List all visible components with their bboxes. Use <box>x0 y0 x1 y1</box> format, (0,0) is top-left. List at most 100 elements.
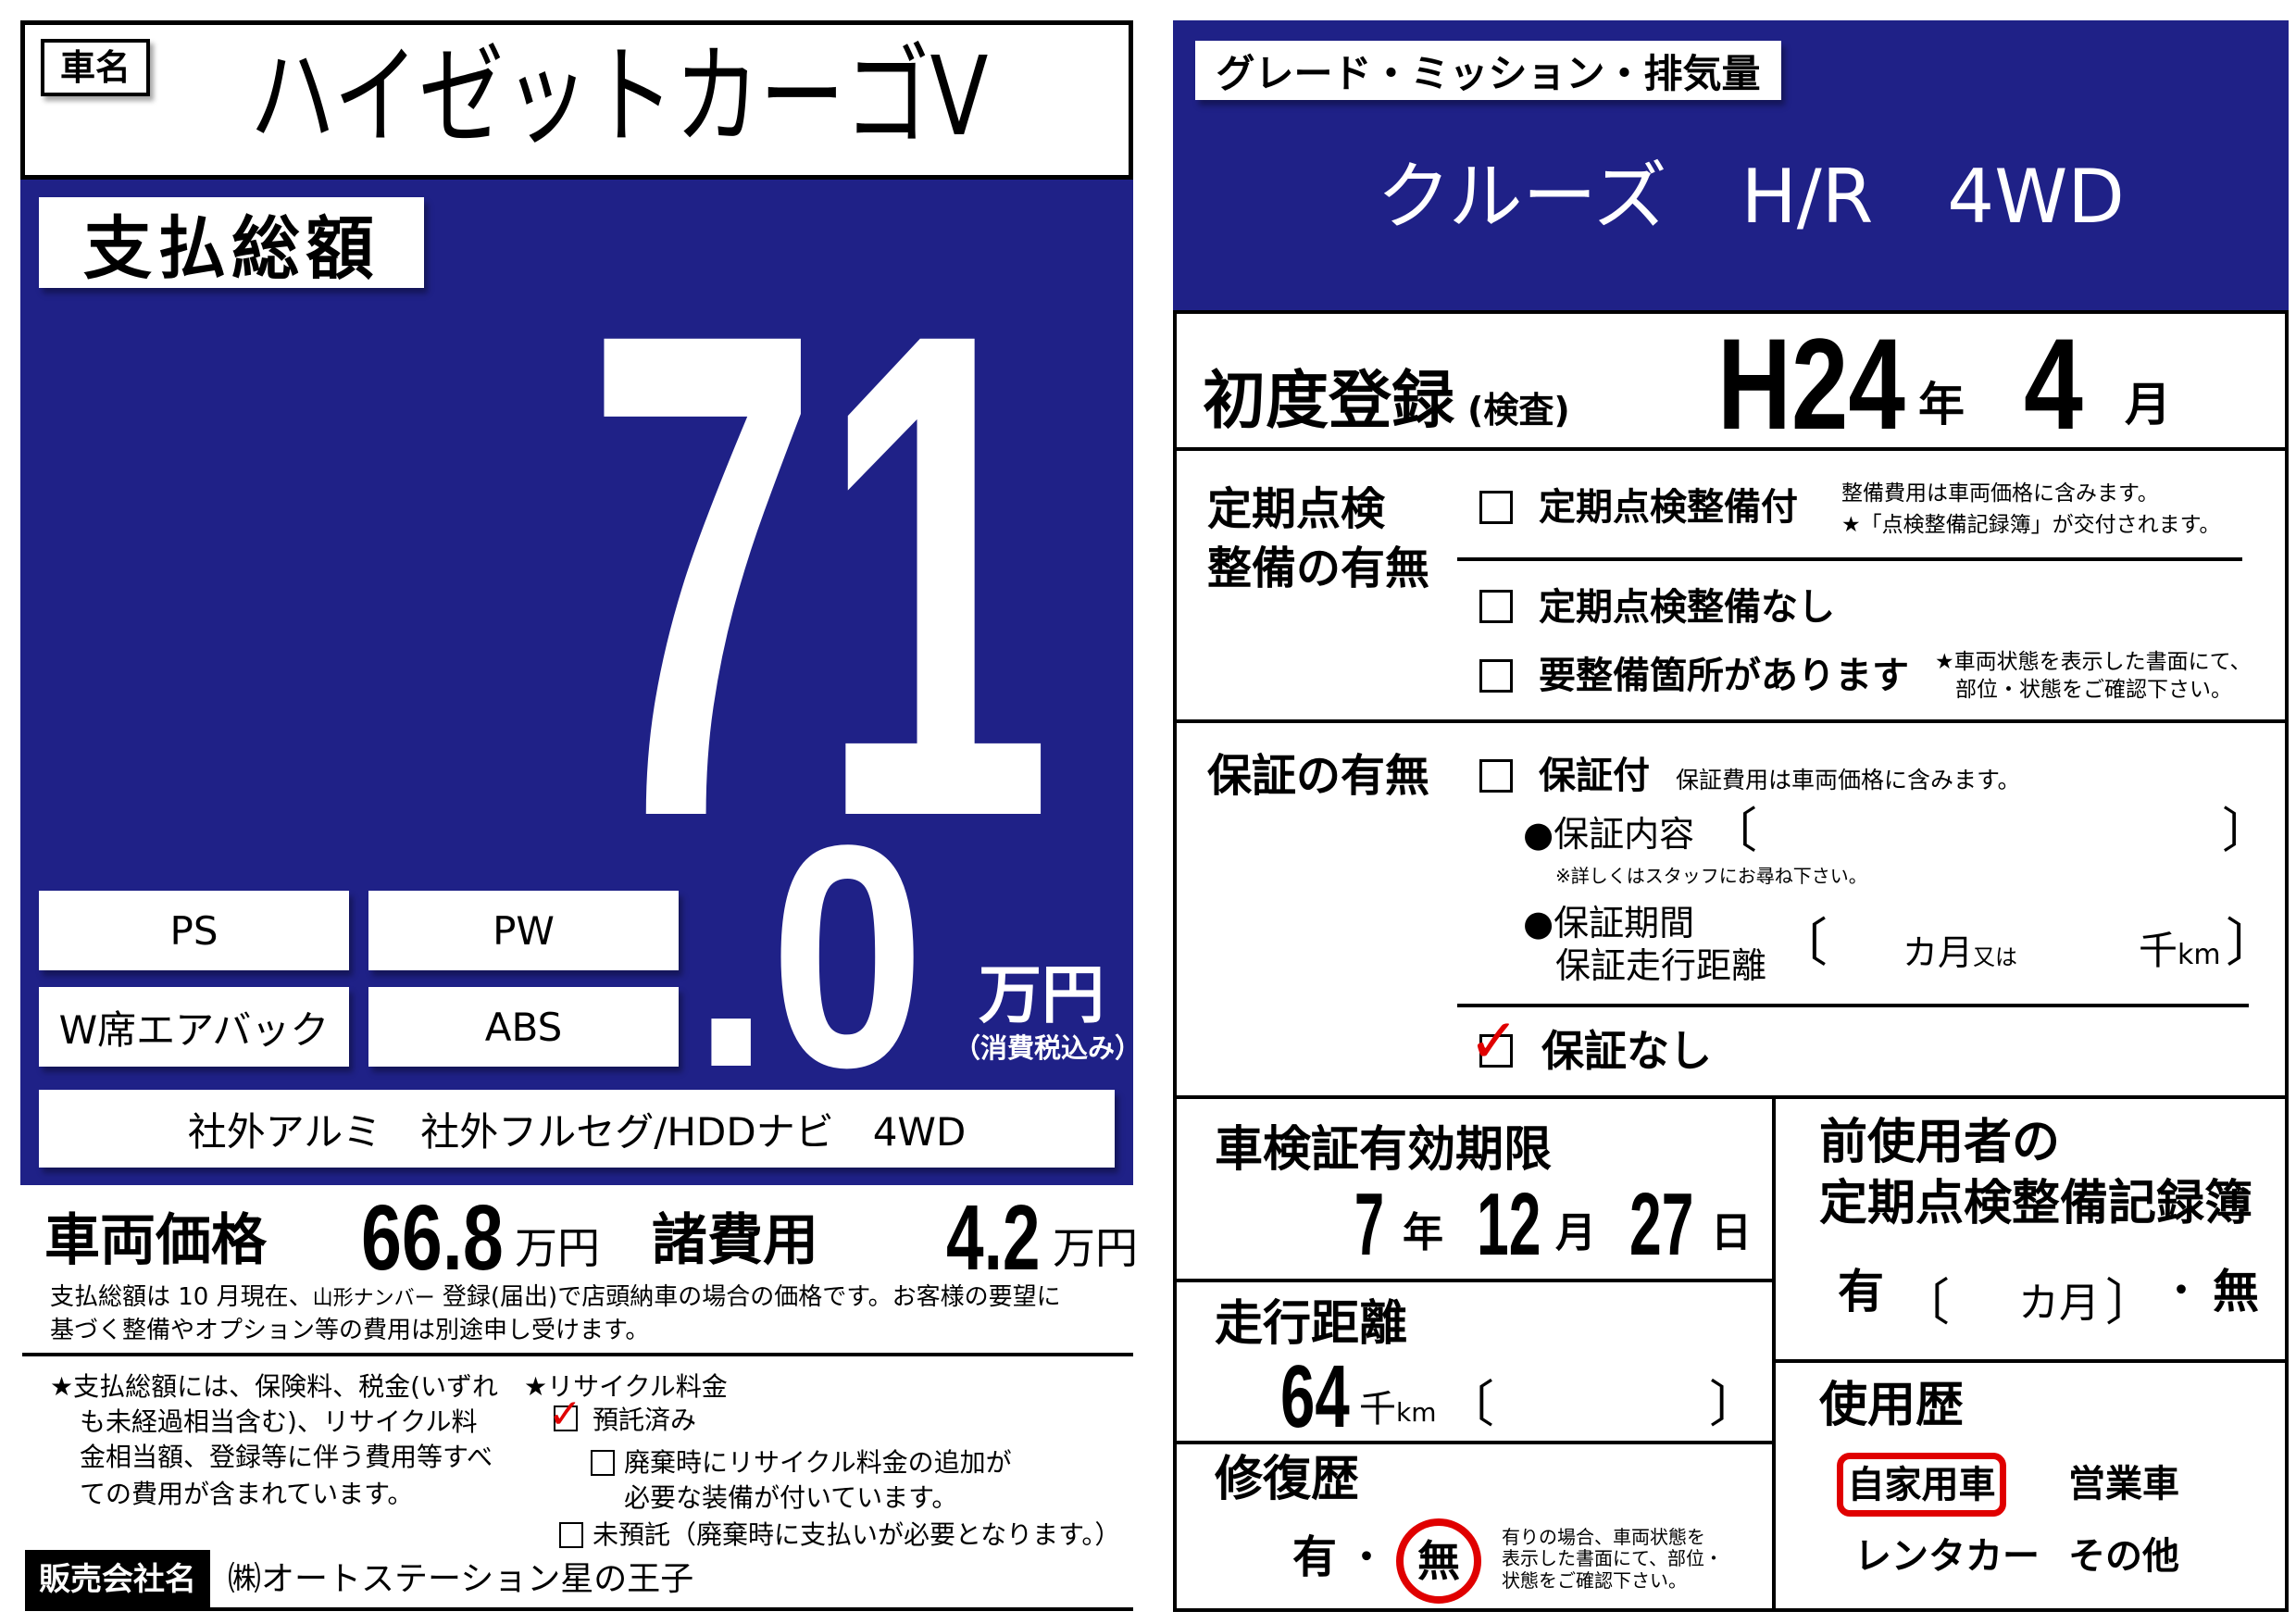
prev-record-label-1: 前使用者の <box>1819 1115 2061 1170</box>
warranty-with-note: 保証費用は車両価格に含みます。 <box>1676 767 2021 793</box>
price-note-plate: 山形ナンバー <box>312 1287 435 1310</box>
divider <box>1774 1359 2289 1363</box>
warranty-label: 保証の有無 <box>1207 750 1430 802</box>
prev-record-yes[interactable]: 有 <box>1838 1265 1884 1318</box>
included-note-3: 金相当額、登録等に伴う費用等すべ <box>80 1442 493 1472</box>
first-reg-month: 4 <box>2024 311 2083 456</box>
recycle-addon-label-1: 廃棄時にリサイクル料金の追加が <box>624 1447 1012 1478</box>
car-name: ハイゼットカーゴV <box>250 42 1196 151</box>
repair-note-3: 状態をご確認下さい。 <box>1502 1569 1687 1592</box>
column-divider <box>1772 1097 1776 1612</box>
shaken-month: 12 <box>1477 1175 1541 1274</box>
option-abs: ABS <box>368 987 679 1067</box>
total-price-integer: 71 <box>586 190 1053 961</box>
recycle-addon-label-2: 必要な装備が付いています。 <box>624 1482 958 1513</box>
shaken-day: 27 <box>1629 1175 1694 1274</box>
bracket-open: 〔 <box>1444 1375 1494 1433</box>
divider <box>1173 1441 1774 1444</box>
warranty-km: 千km <box>2139 931 2221 970</box>
repair-yes[interactable]: 有 <box>1292 1531 1338 1583</box>
grade-value: クルーズ H/R 4WD <box>1377 154 2125 240</box>
warranty-none-label: 保証なし <box>1541 1026 1712 1076</box>
warranty-content-note: ※詳しくはスタッフにお尋ね下さい。 <box>1555 865 1867 887</box>
price-note-line-2: 基づく整備やオプション等の費用は別途申し受けます。 <box>50 1317 650 1344</box>
prev-record-no[interactable]: 無 <box>2213 1265 2259 1318</box>
month-unit: 月 <box>2125 378 2171 431</box>
fees-label: 諸費用 <box>652 1208 818 1273</box>
prev-record-months: カ月 <box>2018 1280 2100 1327</box>
included-note-4: ての費用が含まれています。 <box>80 1479 414 1509</box>
inspection-with-note-2: ★「点検整備記録簿」が交付されます。 <box>1841 513 2221 537</box>
warranty-months: カ月又は <box>1903 935 2017 970</box>
day-unit: 日 <box>1711 1209 1752 1256</box>
recycle-not-deposited-checkbox[interactable] <box>559 1522 583 1548</box>
divider <box>1457 557 2242 561</box>
inspection-needs-checkbox[interactable] <box>1479 659 1513 693</box>
divider <box>1457 1004 2249 1007</box>
price-note-line-1: 支払総額は 10 月現在、山形ナンバー 登録(届出)で店頭納車の場合の価格です。… <box>50 1285 1061 1309</box>
usage-other[interactable]: その他 <box>2068 1535 2179 1578</box>
first-reg-sub: (検査) <box>1467 390 1570 431</box>
usage-label: 使用歴 <box>1819 1378 1965 1433</box>
repair-note-1: 有りの場合、車両状態を <box>1502 1526 1705 1548</box>
dealer-label: 販売会社名 <box>25 1550 210 1609</box>
detail-box <box>1173 310 2289 1612</box>
warranty-none-checkbox[interactable] <box>1479 1034 1513 1068</box>
warranty-period-label: ●保証期間 <box>1523 903 1695 943</box>
option-extras: 社外アルミ 社外フルセグ/HDDナビ 4WD <box>39 1090 1115 1168</box>
shaken-label: 車検証有効期限 <box>1215 1122 1553 1178</box>
year-unit: 年 <box>1403 1209 1443 1256</box>
total-price-decimal: .0 <box>693 780 926 1133</box>
price-note-rest: 登録(届出)で店頭納車の場合の価格です。お客様の要望に <box>434 1283 1061 1311</box>
divider <box>22 1353 1133 1356</box>
vehicle-price-value: 66.8 <box>361 1186 504 1290</box>
usage-private-selected[interactable]: 自家用車 <box>1837 1453 2006 1517</box>
bracket-close: 〕 <box>1709 1375 1759 1433</box>
dealer-name: ㈱オートステーション星の王子 <box>228 1560 694 1598</box>
repair-dot: ・ <box>1348 1536 1385 1579</box>
usage-rental[interactable]: レンタカー <box>1854 1535 2040 1578</box>
bracket-open: 〔 <box>1900 1273 1950 1331</box>
warranty-distance-label: 保証走行距離 <box>1555 945 1767 986</box>
inspection-label-1: 定期点検 <box>1207 483 1386 535</box>
first-reg-label: 初度登録 <box>1203 365 1455 438</box>
repair-note-2: 表示した書面にて、部位・ <box>1502 1547 1723 1569</box>
inspection-label-2: 整備の有無 <box>1207 543 1430 594</box>
months-unit: カ月 <box>1903 932 1974 973</box>
included-note-2: も未経過相当含む)、リサイクル料 <box>80 1406 478 1437</box>
car-name-box <box>20 20 1133 180</box>
inspection-needs-note-2: 部位・状態をご確認下さい。 <box>1955 678 2232 702</box>
inspection-with-checkbox[interactable] <box>1479 491 1513 524</box>
divider <box>1173 1095 2289 1099</box>
or-text: 又は <box>1973 944 2018 970</box>
price-note-date: 支払総額は 10 月現在、 <box>50 1283 313 1311</box>
month-unit: 月 <box>1555 1209 1596 1256</box>
car-name-label: 車名 <box>41 39 150 96</box>
bracket-close: 〕 <box>2105 1273 2155 1331</box>
mileage-label: 走行距離 <box>1215 1296 1408 1352</box>
bracket-close: 〕 <box>2222 804 2271 859</box>
check-icon: ✓ <box>1468 1006 1520 1077</box>
divider <box>1173 719 2289 723</box>
first-reg-year: H24 <box>1717 311 1905 456</box>
warranty-with-checkbox[interactable] <box>1479 759 1513 793</box>
recycle-deposited-checkbox[interactable] <box>554 1405 578 1431</box>
usage-commercial[interactable]: 営業車 <box>2068 1463 2179 1505</box>
grade-label: グレード・ミッション・排気量 <box>1195 41 1781 100</box>
option-airbag: W席エアバック <box>39 987 349 1067</box>
bracket-close: 〕 <box>2226 914 2277 974</box>
shaken-year: 7 <box>1354 1175 1385 1274</box>
option-ps: PS <box>39 891 349 970</box>
prev-record-label-2: 定期点検整備記録簿 <box>1819 1176 2253 1231</box>
recycle-addon-checkbox[interactable] <box>591 1450 615 1476</box>
recycle-not-deposited-label: 未預託（廃棄時に支払いが必要となります。） <box>593 1519 1121 1550</box>
warranty-with-label: 保証付 <box>1539 755 1650 797</box>
repair-no-selected[interactable]: 無 <box>1396 1518 1481 1604</box>
thousand-unit: 千 <box>2139 928 2178 973</box>
repair-label: 修復歴 <box>1215 1452 1360 1507</box>
km-unit: km <box>2177 939 2221 971</box>
divider <box>1173 1279 1774 1282</box>
inspection-without-checkbox[interactable] <box>1479 590 1513 623</box>
option-pw: PW <box>368 891 679 970</box>
bracket-open: 〔 <box>1776 914 1828 974</box>
